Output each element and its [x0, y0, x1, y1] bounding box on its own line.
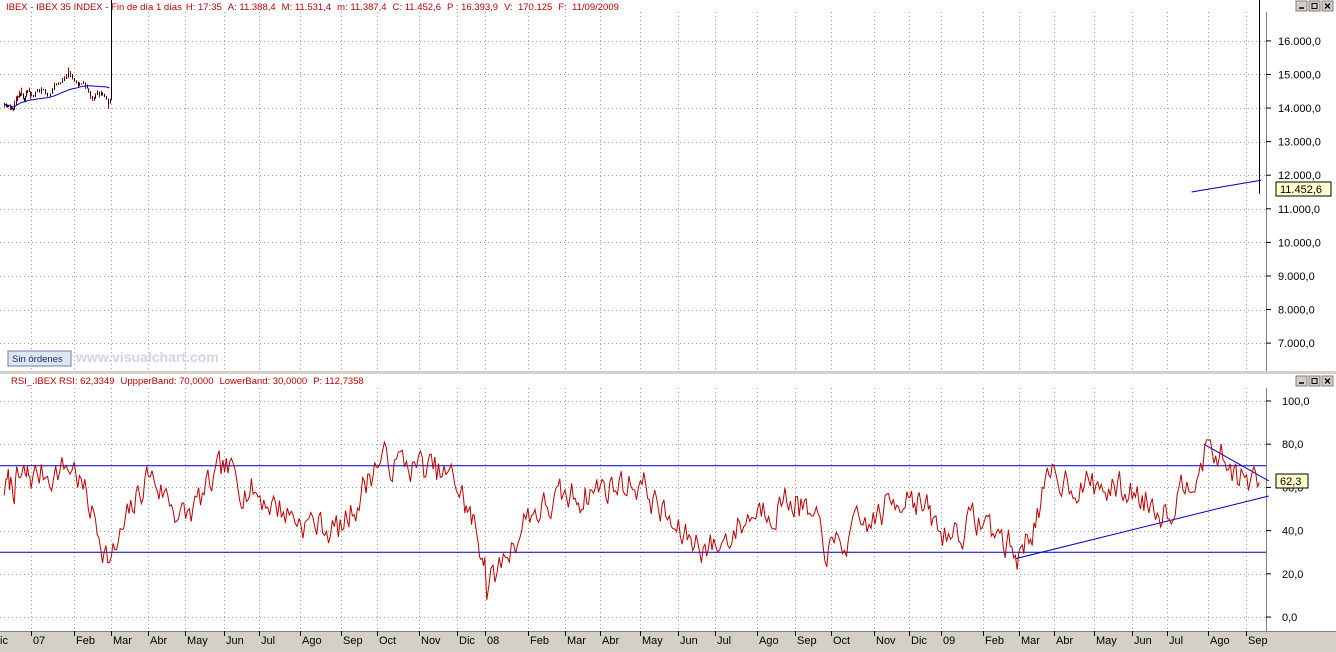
price-panel-bg	[0, 0, 1336, 371]
time-tick-label: Ago	[1210, 635, 1230, 647]
last-rsi-label: 62,3	[1280, 476, 1301, 488]
time-tick-label: Feb	[985, 635, 1004, 647]
price-tick-label: 15.000,0	[1278, 69, 1321, 81]
time-tick-label: Sep	[797, 635, 817, 647]
rsi-window-controls	[1296, 376, 1333, 386]
time-tick-label: Feb	[76, 635, 95, 647]
time-tick-label: Oct	[833, 635, 850, 647]
minimize-icon[interactable]	[1296, 376, 1307, 386]
price-tick-label: 10.000,0	[1278, 237, 1321, 249]
time-tick-label: Oct	[379, 635, 396, 647]
rsi-tick-label: 100,0	[1282, 396, 1310, 408]
time-tick-label: Abr	[602, 635, 619, 647]
time-tick-label: May	[642, 635, 663, 647]
time-tick-label: Jun	[226, 635, 244, 647]
close-icon[interactable]	[1322, 376, 1333, 386]
watermark: www.visualchart.com	[75, 349, 219, 365]
time-tick-label: Nov	[421, 635, 441, 647]
time-tick-label: Feb	[530, 635, 549, 647]
close-icon[interactable]	[1322, 1, 1333, 11]
rsi-tick-label: 80,0	[1282, 439, 1303, 451]
time-tick-label: Dic	[459, 635, 475, 647]
last-rsi-marker: 62,3	[1276, 474, 1308, 488]
time-tick-label: Jul	[1169, 635, 1183, 647]
time-tick-label: Jun	[1134, 635, 1152, 647]
price-window-controls	[1296, 1, 1333, 11]
time-tick-label: Mar	[1021, 635, 1040, 647]
time-tick-label: 07	[33, 635, 45, 647]
price-tick-label: 14.000,0	[1278, 103, 1321, 115]
rsi-tick-label: 20,0	[1282, 569, 1303, 581]
time-tick-label: Dic	[911, 635, 927, 647]
time-tick-label: ic	[0, 635, 8, 647]
rsi-tick-label: 40,0	[1282, 526, 1303, 538]
time-tick-label: 08	[487, 635, 499, 647]
last-price-label: 11.452,6	[1280, 184, 1322, 196]
price-tick-label: 8.000,0	[1278, 305, 1315, 317]
time-tick-label: Nov	[876, 635, 896, 647]
time-tick-label: Mar	[567, 635, 586, 647]
time-tick-label: May	[1096, 635, 1117, 647]
time-tick-label: Jul	[261, 635, 275, 647]
sin-ordenes-button[interactable]: Sin órdenes	[8, 351, 71, 366]
price-tick-label: 16.000,0	[1278, 36, 1321, 48]
minimize-icon[interactable]	[1296, 1, 1307, 11]
time-tick-label: Jul	[717, 635, 731, 647]
time-tick-label: May	[187, 635, 208, 647]
time-tick-label: Mar	[113, 635, 132, 647]
price-tick-label: 9.000,0	[1278, 271, 1315, 283]
time-tick-label: Jun	[680, 635, 698, 647]
restore-icon[interactable]	[1309, 376, 1320, 386]
time-tick-label: Abr	[1056, 635, 1073, 647]
price-header: IBEX - IBEX 35 INDEX - Fin de día 1 días…	[6, 2, 619, 13]
time-tick-label: Ago	[759, 635, 779, 647]
price-tick-label: 11.000,0	[1278, 204, 1320, 216]
price-tick-label: 7.000,0	[1278, 338, 1315, 350]
time-tick-label: Sep	[343, 635, 363, 647]
restore-icon[interactable]	[1309, 1, 1320, 11]
time-tick-label: Abr	[150, 635, 167, 647]
time-tick-label: 09	[943, 635, 955, 647]
sin-ordenes-label: Sin órdenes	[12, 354, 63, 365]
price-tick-label: 13.000,0	[1278, 137, 1321, 149]
price-tick-label: 12.000,0	[1278, 170, 1321, 182]
rsi-tick-label: 0,0	[1282, 612, 1297, 624]
time-tick-label: Sep	[1248, 635, 1268, 647]
panel-divider	[0, 371, 1336, 374]
time-tick-label: Ago	[302, 635, 322, 647]
last-price-marker: 11.452,6	[1276, 182, 1331, 196]
